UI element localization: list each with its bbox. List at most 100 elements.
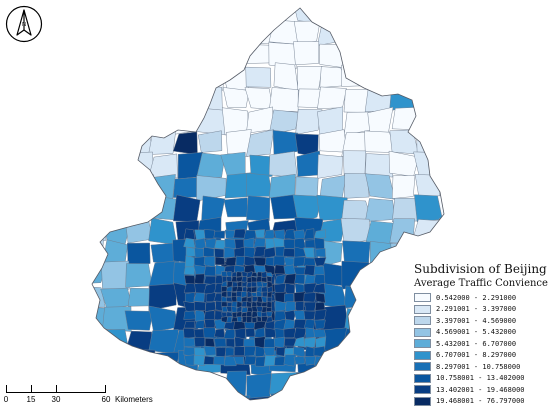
subdivision-polygon <box>340 20 367 46</box>
legend-swatch <box>414 385 431 395</box>
subdivision-polygon <box>172 8 200 26</box>
subdivision-polygon <box>204 301 217 312</box>
subdivision-polygon <box>101 260 130 290</box>
north-arrow-icon: N <box>5 5 43 43</box>
subdivision-polygon <box>241 291 247 298</box>
subdivision-polygon <box>199 18 226 46</box>
subdivision-polygon <box>256 286 263 293</box>
subdivision-polygon <box>263 338 276 348</box>
subdivision-polygon <box>226 316 233 323</box>
subdivision-polygon <box>193 355 205 366</box>
legend-item: 19.468001 - 76.797000 <box>414 396 548 408</box>
subdivision-polygon <box>389 218 416 244</box>
legend-swatch <box>414 350 431 360</box>
subdivision-polygon <box>267 286 273 293</box>
subdivision-polygon <box>172 40 202 65</box>
subdivision-polygon <box>221 301 228 308</box>
subdivision-polygon <box>365 261 395 287</box>
subdivision-polygon <box>365 284 392 311</box>
scale-bar-tick <box>31 385 32 393</box>
subdivision-polygon <box>270 392 297 400</box>
subdivision-polygon <box>261 276 267 283</box>
subdivision-polygon <box>412 241 443 265</box>
subdivision-polygon <box>314 355 326 366</box>
subdivision-polygon <box>415 90 442 113</box>
subdivision-polygon <box>303 247 315 258</box>
subdivision-polygon <box>273 336 285 348</box>
subdivision-polygon <box>173 194 201 222</box>
subdivision-polygon <box>203 345 217 356</box>
subdivision-polygon <box>343 173 370 199</box>
subdivision-polygon <box>241 296 248 303</box>
subdivision-polygon <box>316 8 345 26</box>
subdivision-polygon <box>297 66 323 91</box>
subdivision-polygon <box>173 397 204 400</box>
subdivision-polygon <box>441 64 444 91</box>
subdivision-polygon <box>236 316 242 323</box>
subdivision-polygon <box>92 128 103 156</box>
subdivision-polygon <box>317 154 343 179</box>
subdivision-polygon <box>222 87 250 108</box>
subdivision-polygon <box>200 67 226 91</box>
subdivision-polygon <box>441 150 444 178</box>
subdivision-polygon <box>266 296 273 303</box>
subdivision-polygon <box>319 373 347 396</box>
subdivision-polygon <box>273 62 299 92</box>
subdivision-polygon <box>317 86 347 109</box>
subdivision-polygon <box>245 328 256 338</box>
subdivision-polygon <box>295 108 323 135</box>
legend-subtitle: Average Traffic Convience <box>414 278 548 289</box>
subdivision-polygon <box>283 319 296 330</box>
subdivision-polygon <box>389 326 417 355</box>
subdivision-polygon <box>413 8 443 20</box>
subdivision-polygon <box>274 283 287 294</box>
subdivision-polygon <box>283 354 297 367</box>
subdivision-polygon <box>412 219 443 242</box>
subdivision-polygon <box>125 195 154 220</box>
subdivision-polygon <box>344 285 371 309</box>
subdivision-polygon <box>127 174 154 197</box>
scale-bar-tick <box>56 385 57 393</box>
subdivision-polygon <box>196 107 228 136</box>
subdivision-polygon <box>183 266 196 276</box>
subdivision-polygon <box>92 89 108 112</box>
legend-class-label: 8.297001 - 10.758000 <box>436 362 521 371</box>
subdivision-polygon <box>245 66 272 88</box>
subdivision-polygon <box>101 8 131 24</box>
scale-label-15: 15 <box>26 395 36 404</box>
subdivision-polygon <box>194 337 206 348</box>
subdivision-polygon <box>233 228 247 239</box>
subdivision-polygon <box>251 286 257 293</box>
subdivision-polygon <box>226 291 232 298</box>
subdivision-polygon <box>200 41 228 69</box>
subdivision-polygon <box>214 256 225 266</box>
subdivision-polygon <box>369 45 391 66</box>
subdivision-polygon <box>391 197 419 223</box>
subdivision-polygon <box>196 85 223 111</box>
legend-item: 4.569001 - 5.432000 <box>414 327 548 339</box>
subdivision-polygon <box>203 327 217 339</box>
subdivision-polygon <box>102 18 129 45</box>
subdivision-polygon <box>127 85 155 113</box>
subdivision-polygon <box>365 394 396 400</box>
subdivision-polygon <box>263 347 275 357</box>
subdivision-polygon <box>266 272 273 278</box>
subdivision-polygon <box>148 130 176 155</box>
subdivision-polygon <box>293 355 305 365</box>
subdivision-polygon <box>342 240 371 265</box>
subdivision-polygon <box>213 230 226 239</box>
subdivision-polygon <box>246 301 252 308</box>
subdivision-polygon <box>365 373 394 399</box>
subdivision-polygon <box>126 44 155 64</box>
subdivision-polygon <box>316 395 345 400</box>
subdivision-polygon <box>223 197 248 218</box>
subdivision-polygon <box>172 131 198 155</box>
legend-item: 3.397001 - 4.569000 <box>414 315 548 327</box>
scale-label-30: 30 <box>51 395 61 404</box>
subdivision-polygon <box>246 373 272 400</box>
subdivision-polygon <box>151 21 180 46</box>
subdivision-polygon <box>251 271 258 277</box>
map-legend: Subdivision of Beijing Average Traffic C… <box>414 262 548 407</box>
subdivision-polygon <box>203 282 217 295</box>
subdivision-polygon <box>175 18 204 47</box>
